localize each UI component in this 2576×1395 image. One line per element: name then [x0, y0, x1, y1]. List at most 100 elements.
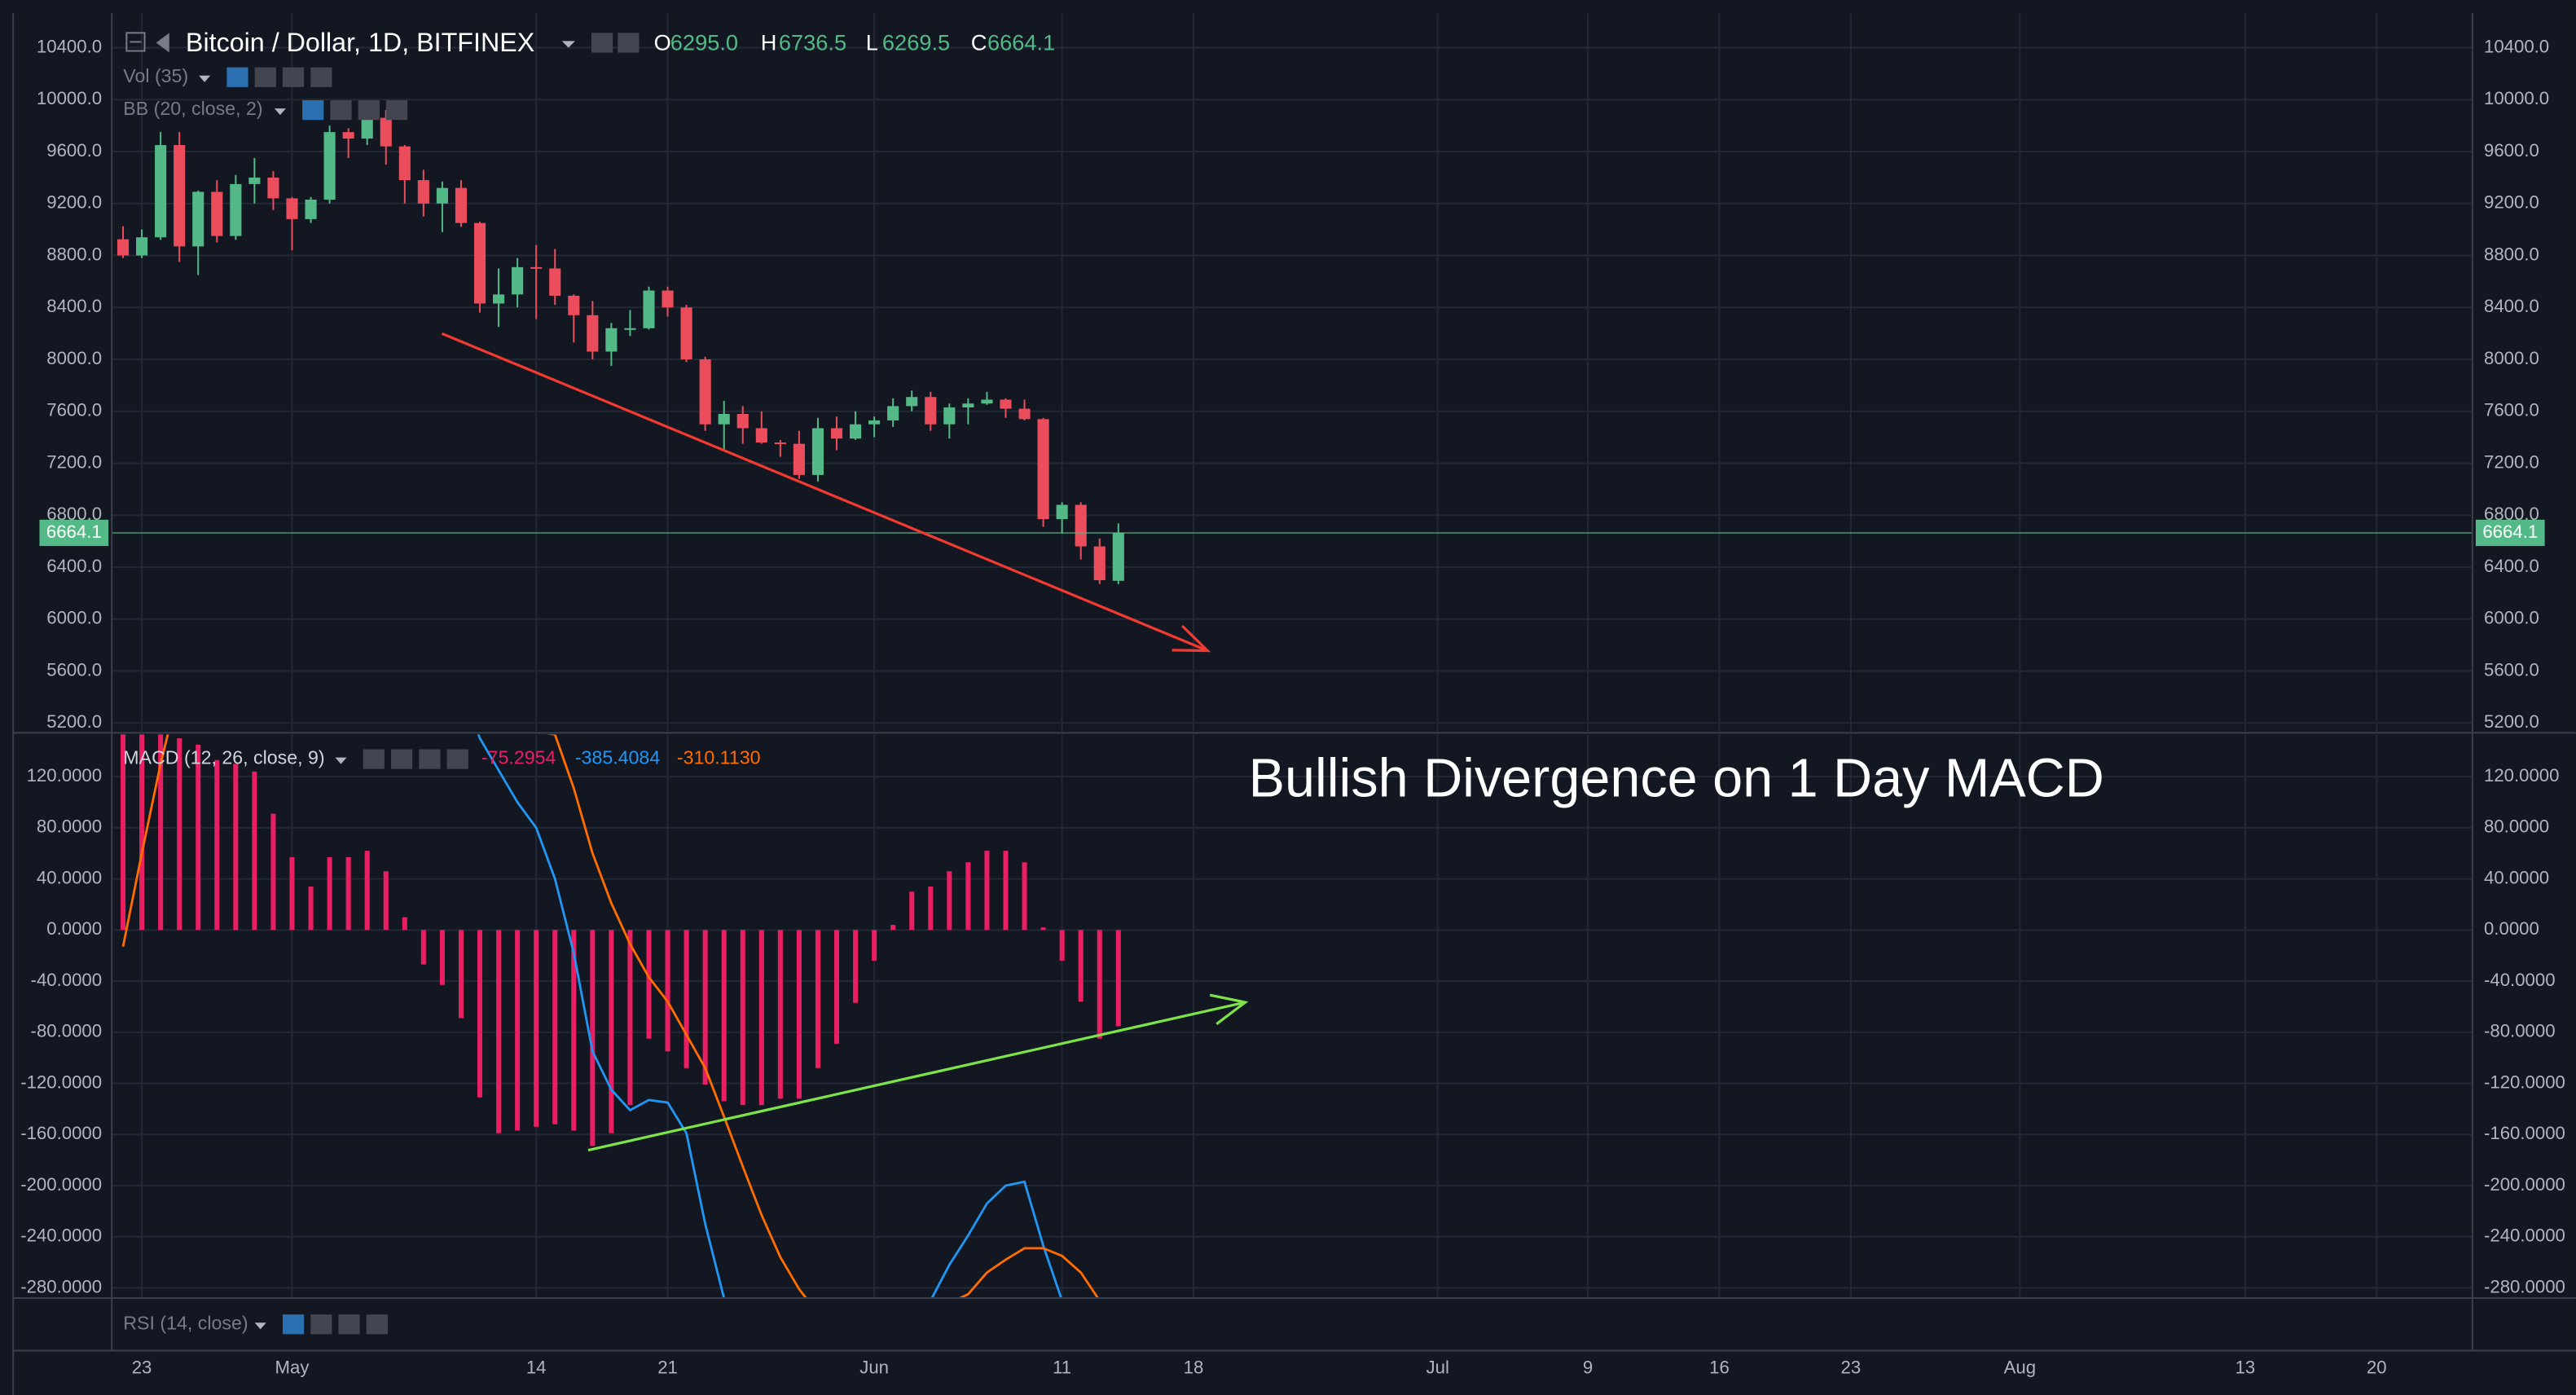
visibility-button[interactable] [591, 33, 613, 53]
candle-body [718, 413, 730, 425]
y-tick-label: -160.0000 [20, 1123, 102, 1143]
settings-button[interactable] [254, 67, 276, 87]
dropdown-icon[interactable] [254, 1322, 266, 1330]
dropdown-icon[interactable] [561, 41, 575, 48]
histogram-bar [627, 930, 633, 1106]
histogram-bar [515, 930, 521, 1131]
x-tick-label: Jun [859, 1358, 889, 1378]
candle-body [305, 200, 317, 219]
candle-body [1075, 504, 1087, 547]
y-tick-label: 8000.0 [46, 348, 102, 368]
price-trend-arrow [441, 332, 1211, 653]
histogram-bar [364, 851, 370, 931]
candle-body [643, 290, 655, 328]
histogram-bar [552, 930, 558, 1124]
remove-button[interactable] [310, 67, 332, 87]
histogram-bar [702, 930, 708, 1085]
dropdown-icon[interactable] [274, 108, 286, 116]
symbol-icon [156, 33, 169, 53]
histogram-bar [233, 764, 239, 931]
x-tick-label: 11 [1053, 1358, 1071, 1378]
histogram-bar [496, 930, 502, 1133]
y-tick-label: 8400.0 [46, 296, 102, 316]
y-tick-label: -40.0000 [2484, 970, 2556, 990]
histogram-bar [947, 871, 952, 931]
ohlc-value: 6664.1 [987, 30, 1055, 55]
x-tick-label: 23 [132, 1358, 152, 1378]
candle-body [323, 132, 336, 200]
candle-body [493, 294, 505, 304]
candle-body [512, 266, 524, 295]
candle-body [774, 442, 786, 445]
visibility-button[interactable] [363, 749, 385, 769]
histogram-bar [684, 930, 689, 1068]
candle-body [605, 328, 618, 352]
candle-body [455, 187, 468, 223]
histogram-bar [984, 851, 990, 931]
histogram-bar [890, 925, 896, 931]
ohlc-value: 6269.5 [882, 30, 950, 55]
dropdown-icon[interactable] [199, 75, 211, 82]
y-tick-label: 5200.0 [2484, 711, 2539, 732]
candle-body [811, 428, 824, 475]
macd-plot [120, 734, 1121, 1299]
candle-body [417, 180, 429, 204]
y-tick-label: 7200.0 [2484, 451, 2539, 472]
macd-legend-value: -75.2954 [481, 747, 556, 768]
visibility-button[interactable] [226, 67, 248, 87]
macd-legend-value: -310.1130 [677, 747, 761, 768]
candle-body [230, 183, 242, 236]
candle-body [549, 268, 561, 296]
histogram-bar [796, 930, 802, 1099]
y-tick-label: 8800.0 [46, 244, 102, 264]
histogram-bar [609, 930, 614, 1133]
histogram-bar [1078, 930, 1084, 1002]
candle-body [850, 424, 862, 439]
settings-button[interactable] [390, 749, 413, 769]
more-button[interactable] [419, 749, 441, 769]
remove-button[interactable] [366, 1314, 388, 1335]
remove-button[interactable] [385, 100, 408, 121]
more-button[interactable] [358, 100, 380, 121]
y-tick-label: 120.0000 [2484, 765, 2559, 786]
y-tick-label: 5600.0 [2484, 659, 2539, 680]
histogram-bar [1040, 927, 1046, 931]
visibility-button[interactable] [302, 100, 324, 121]
volume-indicator[interactable]: Vol (35) [123, 65, 188, 86]
candle-body [962, 403, 974, 408]
x-tick-label: May [275, 1358, 310, 1378]
candle-body [755, 428, 767, 443]
collapse-button[interactable] [125, 32, 146, 52]
more-button[interactable] [338, 1314, 360, 1335]
symbol-title[interactable]: Bitcoin / Dollar, 1D, BITFINEX [186, 28, 534, 57]
bollinger-indicator[interactable]: BB (20, close, 2) [123, 98, 262, 119]
histogram-bar [177, 738, 182, 931]
visibility-button[interactable] [282, 1314, 305, 1335]
candle-body [530, 266, 543, 269]
settings-button[interactable] [618, 33, 640, 53]
y-tick-label: 120.0000 [27, 765, 102, 786]
macd-title[interactable]: MACD (12, 26, close, 9) [123, 747, 324, 768]
histogram-bar [120, 734, 126, 931]
remove-button[interactable] [446, 749, 468, 769]
more-button[interactable] [282, 67, 305, 87]
y-tick-label: 0.0000 [2484, 918, 2539, 939]
rsi-indicator[interactable]: RSI (14, close) [123, 1312, 248, 1333]
settings-button[interactable] [310, 1314, 332, 1335]
dropdown-icon[interactable] [335, 757, 347, 764]
candle-body [680, 307, 692, 360]
candle-body [943, 407, 956, 425]
candle-body [155, 145, 167, 238]
candle-body [1000, 399, 1012, 409]
x-tick-label: 18 [1184, 1358, 1204, 1378]
histogram-bar [158, 734, 164, 931]
histogram-bar [1115, 930, 1121, 1027]
x-tick-label: 16 [1709, 1358, 1730, 1378]
y-tick-label: 7600.0 [2484, 400, 2539, 420]
histogram-bar [477, 930, 483, 1098]
candle-body [192, 191, 204, 247]
y-tick-label: 9600.0 [2484, 140, 2539, 161]
settings-button[interactable] [330, 100, 352, 121]
histogram-bar [327, 856, 332, 931]
x-tick-label: 14 [526, 1358, 547, 1378]
